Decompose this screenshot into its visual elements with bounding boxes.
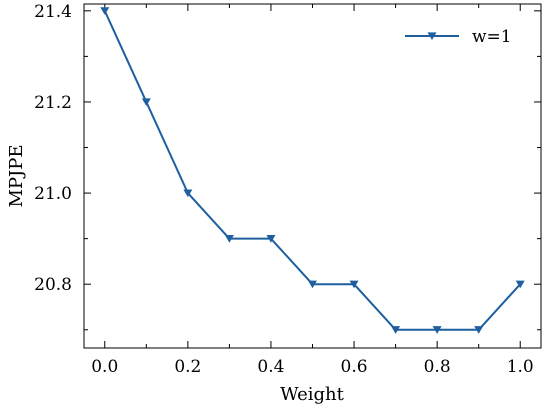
x-tick-label: 0.6 [341, 357, 368, 377]
data-point [349, 280, 359, 289]
x-tick-label: 0.2 [174, 357, 201, 377]
y-tick-label: 21.2 [34, 93, 72, 113]
data-point [266, 235, 276, 243]
series-layer [100, 7, 525, 334]
legend-marker [427, 32, 437, 41]
y-tick-label: 21.0 [34, 184, 72, 204]
data-point [515, 280, 525, 289]
y-axis-title: MPJPE [6, 144, 27, 207]
plot-frame [83, 3, 542, 349]
data-point [391, 326, 401, 334]
data-point [308, 280, 317, 289]
data-point [474, 326, 484, 334]
x-tick-label: 0.0 [91, 357, 118, 377]
y-tick-label: 20.8 [34, 275, 72, 295]
data-point [432, 326, 442, 334]
legend-label: w=1 [472, 27, 512, 47]
x-tick-label: 0.4 [257, 357, 284, 377]
x-axis-title: Weight [280, 384, 345, 405]
x-tick-label: 0.8 [424, 357, 451, 377]
y-tick-label: 21.4 [34, 2, 72, 22]
axis-ticks: 0.0 0.2 0.4 0.6 0.8 1.0 20.8 21.0 21.2 21.4 [34, 2, 541, 377]
data-point [224, 235, 234, 243]
data-point [141, 98, 151, 107]
data-point [183, 189, 193, 198]
data-point [100, 7, 110, 15]
legend: w=1 [405, 27, 512, 47]
x-tick-label: 1.0 [507, 357, 534, 377]
